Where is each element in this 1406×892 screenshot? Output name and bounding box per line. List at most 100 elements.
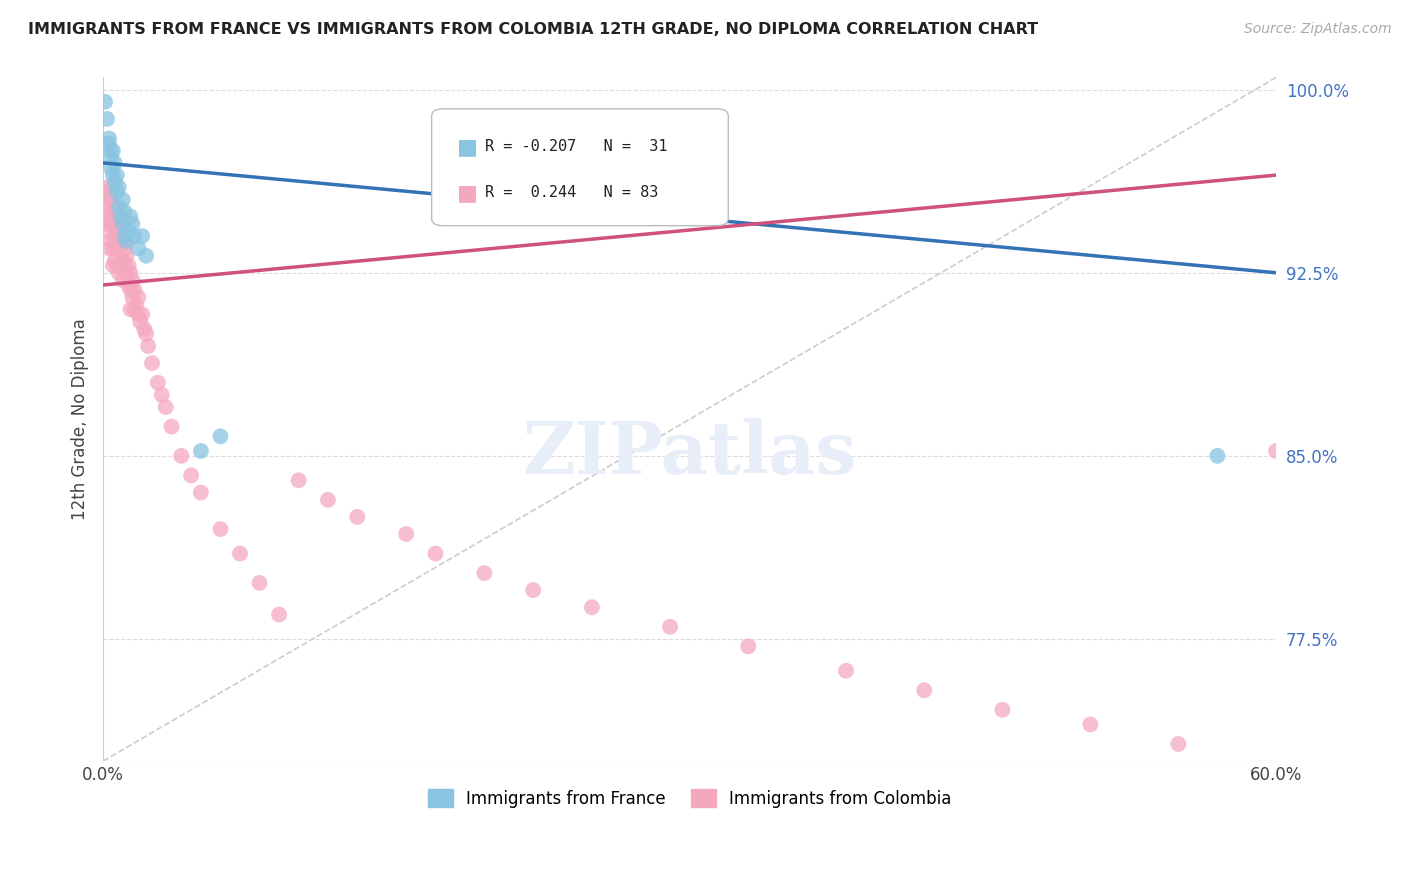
Point	[105, 234, 128, 248]
Point	[98, 131, 121, 145]
Point	[100, 210, 122, 224]
Point	[104, 210, 127, 224]
Point	[170, 449, 193, 463]
Legend: Immigrants from France, Immigrants from Colombia: Immigrants from France, Immigrants from …	[422, 783, 957, 814]
Point	[107, 200, 129, 214]
Point	[127, 241, 149, 255]
Point	[131, 229, 153, 244]
Text: ■: ■	[457, 183, 478, 202]
Point	[96, 112, 118, 126]
Point	[991, 703, 1014, 717]
Point	[100, 161, 122, 175]
Point	[131, 307, 153, 321]
Point	[121, 290, 143, 304]
Text: R =  0.244   N = 83: R = 0.244 N = 83	[485, 186, 658, 201]
Point	[124, 302, 146, 317]
Point	[101, 168, 124, 182]
Point	[98, 136, 121, 151]
Point	[287, 473, 309, 487]
Point	[114, 259, 136, 273]
Point	[111, 234, 134, 248]
Point	[472, 566, 495, 580]
Text: ZIPatlas: ZIPatlas	[523, 418, 856, 489]
Point	[117, 277, 139, 292]
Point	[98, 217, 121, 231]
Text: R = -0.207   N =  31: R = -0.207 N = 31	[485, 139, 668, 154]
Point	[912, 683, 935, 698]
Point	[180, 468, 202, 483]
Point	[94, 95, 117, 109]
Point	[425, 547, 447, 561]
Point	[100, 144, 122, 158]
Point	[120, 302, 142, 317]
Point	[115, 249, 138, 263]
Point	[125, 297, 148, 311]
Point	[120, 266, 142, 280]
Point	[101, 200, 124, 214]
Point	[120, 210, 142, 224]
Point	[107, 224, 129, 238]
Point	[120, 283, 142, 297]
Point	[104, 176, 127, 190]
Point	[107, 180, 129, 194]
Point	[127, 290, 149, 304]
Text: IMMIGRANTS FROM FRANCE VS IMMIGRANTS FROM COLOMBIA 12TH GRADE, NO DIPLOMA CORREL: IMMIGRANTS FROM FRANCE VS IMMIGRANTS FRO…	[28, 22, 1038, 37]
Point	[105, 217, 128, 231]
Point	[160, 419, 183, 434]
Point	[316, 492, 339, 507]
Point	[98, 193, 121, 207]
Point	[395, 527, 418, 541]
Point	[111, 253, 134, 268]
Point	[98, 241, 121, 255]
Point	[110, 253, 132, 268]
Point	[94, 210, 117, 224]
Point	[115, 234, 138, 248]
Point	[190, 485, 212, 500]
Point	[105, 185, 128, 199]
Text: Source: ZipAtlas.com: Source: ZipAtlas.com	[1244, 22, 1392, 37]
Point	[101, 259, 124, 273]
Point	[94, 185, 117, 199]
Point	[110, 229, 132, 244]
Point	[104, 253, 127, 268]
Point	[121, 273, 143, 287]
Point	[121, 217, 143, 231]
Point	[146, 376, 169, 390]
Point	[101, 241, 124, 255]
Point	[100, 151, 122, 165]
Point	[100, 234, 122, 248]
Point	[124, 283, 146, 297]
Point	[581, 600, 603, 615]
Point	[101, 217, 124, 231]
Point	[129, 315, 152, 329]
Point	[107, 266, 129, 280]
Point	[1206, 449, 1229, 463]
Point	[96, 224, 118, 238]
Point	[104, 156, 127, 170]
Point	[150, 388, 173, 402]
Point	[1080, 717, 1102, 731]
Point	[1265, 444, 1288, 458]
Point	[136, 339, 159, 353]
Point	[100, 185, 122, 199]
Point	[104, 229, 127, 244]
Point	[96, 180, 118, 194]
Point	[190, 444, 212, 458]
Point	[117, 224, 139, 238]
Point	[346, 510, 368, 524]
Point	[659, 620, 682, 634]
Point	[209, 429, 232, 443]
Point	[737, 640, 759, 654]
Point	[522, 583, 544, 598]
Point	[105, 168, 128, 182]
Point	[105, 259, 128, 273]
Point	[134, 322, 156, 336]
Point	[835, 664, 858, 678]
Point	[114, 241, 136, 255]
Point	[127, 307, 149, 321]
Point	[114, 204, 136, 219]
Point	[229, 547, 252, 561]
Point	[267, 607, 290, 622]
Point	[141, 356, 163, 370]
Point	[117, 259, 139, 273]
